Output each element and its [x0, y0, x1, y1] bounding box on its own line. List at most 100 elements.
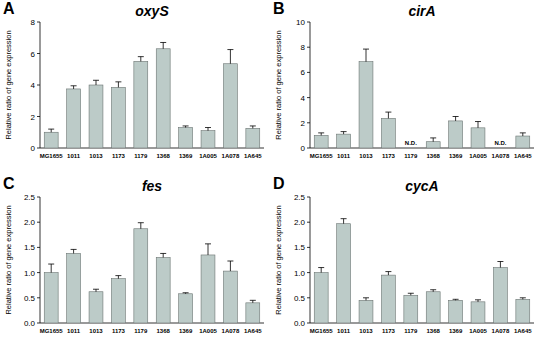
error-bar — [453, 299, 459, 300]
error-cap — [160, 42, 166, 43]
y-tick-label: 2 — [31, 113, 36, 122]
bar — [381, 275, 395, 323]
bar — [134, 229, 148, 323]
y-tick-label: 6 — [301, 68, 306, 77]
error-cap — [227, 49, 233, 50]
error-cap — [205, 127, 211, 128]
error-bar — [453, 117, 459, 121]
bar — [67, 89, 81, 148]
error-bar — [115, 276, 121, 279]
x-tick-label: 1013 — [89, 328, 103, 334]
error-bar — [227, 261, 233, 271]
error-cap — [475, 299, 481, 300]
bar — [449, 121, 463, 148]
bar — [359, 300, 373, 323]
x-tick-label: 1011 — [67, 153, 81, 159]
error-cap — [453, 299, 459, 300]
error-line — [230, 261, 231, 271]
y-tick-label: 4 — [301, 94, 306, 103]
error-bar — [138, 57, 144, 62]
error-bar — [115, 82, 121, 88]
x-tick-label: 1368 — [427, 153, 441, 159]
error-cap — [205, 243, 211, 244]
error-bar — [250, 300, 256, 303]
bar — [134, 61, 148, 148]
error-line — [388, 272, 389, 276]
error-cap — [48, 264, 54, 265]
x-tick-label: 1A078 — [222, 153, 240, 159]
error-cap — [318, 267, 324, 268]
error-bar — [183, 293, 189, 294]
error-cap — [227, 261, 233, 262]
bar — [223, 64, 237, 148]
bar — [359, 62, 373, 148]
x-tick-label: 1368 — [157, 328, 171, 334]
x-tick-label: 1173 — [112, 328, 126, 334]
bar — [44, 132, 58, 148]
error-cap — [138, 56, 144, 57]
figure: AoxySRelative ratio of gene expression02… — [0, 0, 541, 346]
y-tick-label: 8 — [301, 43, 306, 52]
error-bar — [475, 122, 481, 128]
error-cap — [250, 300, 256, 301]
y-tick — [307, 297, 310, 298]
y-tick-label: 2.0 — [24, 218, 36, 227]
value-label: N.D. — [405, 140, 417, 146]
error-bar — [341, 132, 347, 135]
bar — [179, 294, 193, 323]
error-line — [455, 117, 456, 121]
error-bar — [205, 128, 211, 131]
y-axis-label: Relative ratio of gene expression — [274, 205, 283, 314]
error-cap — [385, 271, 391, 272]
y-tick — [37, 22, 40, 23]
y-tick-label: 1.0 — [294, 269, 306, 278]
error-bar — [363, 298, 369, 301]
error-cap — [520, 297, 526, 298]
panel-label: B — [273, 0, 285, 17]
error-cap — [408, 293, 414, 294]
x-tick-label: 1A645 — [514, 153, 532, 159]
title: fes — [142, 178, 162, 194]
y-tick-label: 1.5 — [24, 243, 36, 252]
error-line — [366, 49, 367, 62]
y-tick — [37, 272, 40, 273]
bar — [471, 302, 485, 323]
error-cap — [363, 297, 369, 298]
x-tick-label: 1A005 — [199, 153, 217, 159]
x-tick-label: 1369 — [179, 328, 193, 334]
error-line — [321, 268, 322, 273]
bar — [246, 303, 260, 323]
error-bar — [71, 249, 77, 253]
bar — [201, 255, 215, 323]
y-tick — [307, 97, 310, 98]
error-bar — [520, 133, 526, 136]
error-bar — [385, 272, 391, 276]
x-tick-label: 1179 — [134, 328, 148, 334]
y-tick — [37, 297, 40, 298]
x-tick-label: 1368 — [427, 328, 441, 334]
error-cap — [183, 125, 189, 126]
bar — [404, 295, 418, 323]
error-bar — [250, 126, 256, 128]
x-tick-label: 1A645 — [514, 328, 532, 334]
x-tick-label: 1013 — [359, 153, 373, 159]
error-line — [230, 50, 231, 64]
bar — [381, 118, 395, 148]
x-tick-label: 1011 — [337, 328, 351, 334]
error-bar — [138, 223, 144, 229]
x-tick-label: 1A005 — [469, 328, 487, 334]
error-line — [51, 129, 52, 132]
x-tick-label: 1A078 — [492, 328, 510, 334]
error-bar — [475, 300, 481, 302]
plot-area — [314, 49, 529, 148]
error-line — [388, 112, 389, 118]
x-tick-label: 1369 — [449, 153, 463, 159]
error-line — [478, 122, 479, 128]
error-cap — [93, 80, 99, 81]
error-line — [96, 80, 97, 85]
x-tick-label: 1368 — [157, 153, 171, 159]
x-tick-label: MG1655 — [310, 328, 334, 334]
bar — [426, 292, 440, 323]
bar — [449, 300, 463, 323]
error-bar — [205, 244, 211, 255]
